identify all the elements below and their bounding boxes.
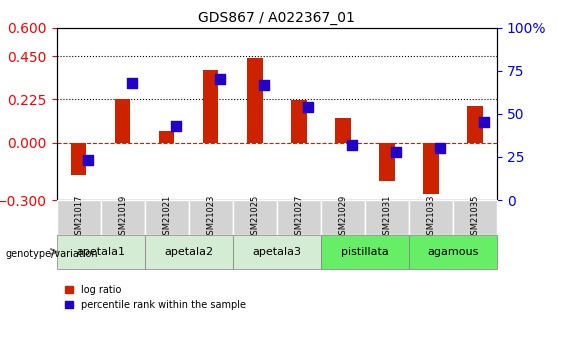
Text: GSM21021: GSM21021 xyxy=(162,195,171,240)
FancyBboxPatch shape xyxy=(321,200,365,235)
Bar xyxy=(159,131,175,142)
FancyBboxPatch shape xyxy=(145,235,233,269)
FancyBboxPatch shape xyxy=(145,200,189,235)
Point xyxy=(347,142,357,148)
FancyBboxPatch shape xyxy=(365,200,409,235)
Bar xyxy=(379,142,395,181)
FancyBboxPatch shape xyxy=(409,235,497,269)
Point xyxy=(83,158,92,163)
Text: GSM21029: GSM21029 xyxy=(338,195,347,240)
Text: GSM21031: GSM21031 xyxy=(383,195,392,240)
FancyBboxPatch shape xyxy=(453,200,497,235)
Point xyxy=(436,146,445,151)
FancyBboxPatch shape xyxy=(56,200,101,235)
Text: GSM21033: GSM21033 xyxy=(427,195,436,240)
Text: apetala1: apetala1 xyxy=(76,247,125,257)
FancyBboxPatch shape xyxy=(321,235,409,269)
Bar xyxy=(335,118,351,142)
Text: GSM21019: GSM21019 xyxy=(118,195,127,240)
Bar xyxy=(115,99,131,142)
Title: GDS867 / A022367_01: GDS867 / A022367_01 xyxy=(198,11,355,25)
FancyBboxPatch shape xyxy=(56,235,145,269)
Bar xyxy=(247,58,263,142)
Text: genotype/variation: genotype/variation xyxy=(6,249,98,258)
Point xyxy=(171,123,180,129)
Text: GSM21027: GSM21027 xyxy=(294,195,303,240)
Text: GSM21023: GSM21023 xyxy=(206,195,215,240)
FancyBboxPatch shape xyxy=(233,200,277,235)
Point xyxy=(259,82,268,87)
Point xyxy=(303,104,312,110)
FancyBboxPatch shape xyxy=(233,235,321,269)
Bar xyxy=(423,142,439,194)
Legend: log ratio, percentile rank within the sample: log ratio, percentile rank within the sa… xyxy=(62,281,250,314)
FancyBboxPatch shape xyxy=(189,200,233,235)
FancyBboxPatch shape xyxy=(101,200,145,235)
Text: agamous: agamous xyxy=(428,247,479,257)
Text: apetala3: apetala3 xyxy=(253,247,301,257)
Text: GSM21017: GSM21017 xyxy=(74,195,83,240)
Bar xyxy=(291,100,307,142)
Point xyxy=(127,80,136,86)
Text: apetala2: apetala2 xyxy=(164,247,213,257)
Bar xyxy=(203,70,219,142)
Bar xyxy=(71,142,86,175)
FancyBboxPatch shape xyxy=(409,200,453,235)
Bar xyxy=(467,106,483,142)
Point xyxy=(215,77,224,82)
Text: GSM21035: GSM21035 xyxy=(471,195,480,240)
FancyBboxPatch shape xyxy=(277,200,321,235)
Text: pistillata: pistillata xyxy=(341,247,389,257)
Point xyxy=(480,120,489,125)
Point xyxy=(392,149,401,155)
Text: GSM21025: GSM21025 xyxy=(250,195,259,240)
